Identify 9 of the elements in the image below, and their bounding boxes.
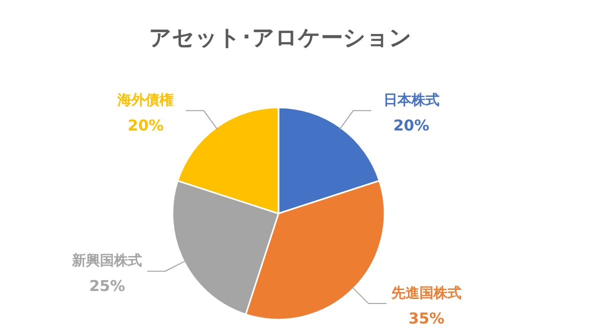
slice-label: 新興国株式 — [71, 252, 142, 270]
chart-title: アセット･アロケーション — [149, 26, 412, 51]
data-label: 20% — [128, 116, 164, 135]
data-label: 35% — [408, 309, 444, 328]
slice-label: 先進国株式 — [390, 285, 462, 302]
slice-label: 日本株式 — [383, 92, 440, 109]
data-label: 20% — [393, 116, 430, 135]
data-label: 25% — [89, 277, 126, 296]
slice-label: 海外債権 — [116, 92, 174, 109]
